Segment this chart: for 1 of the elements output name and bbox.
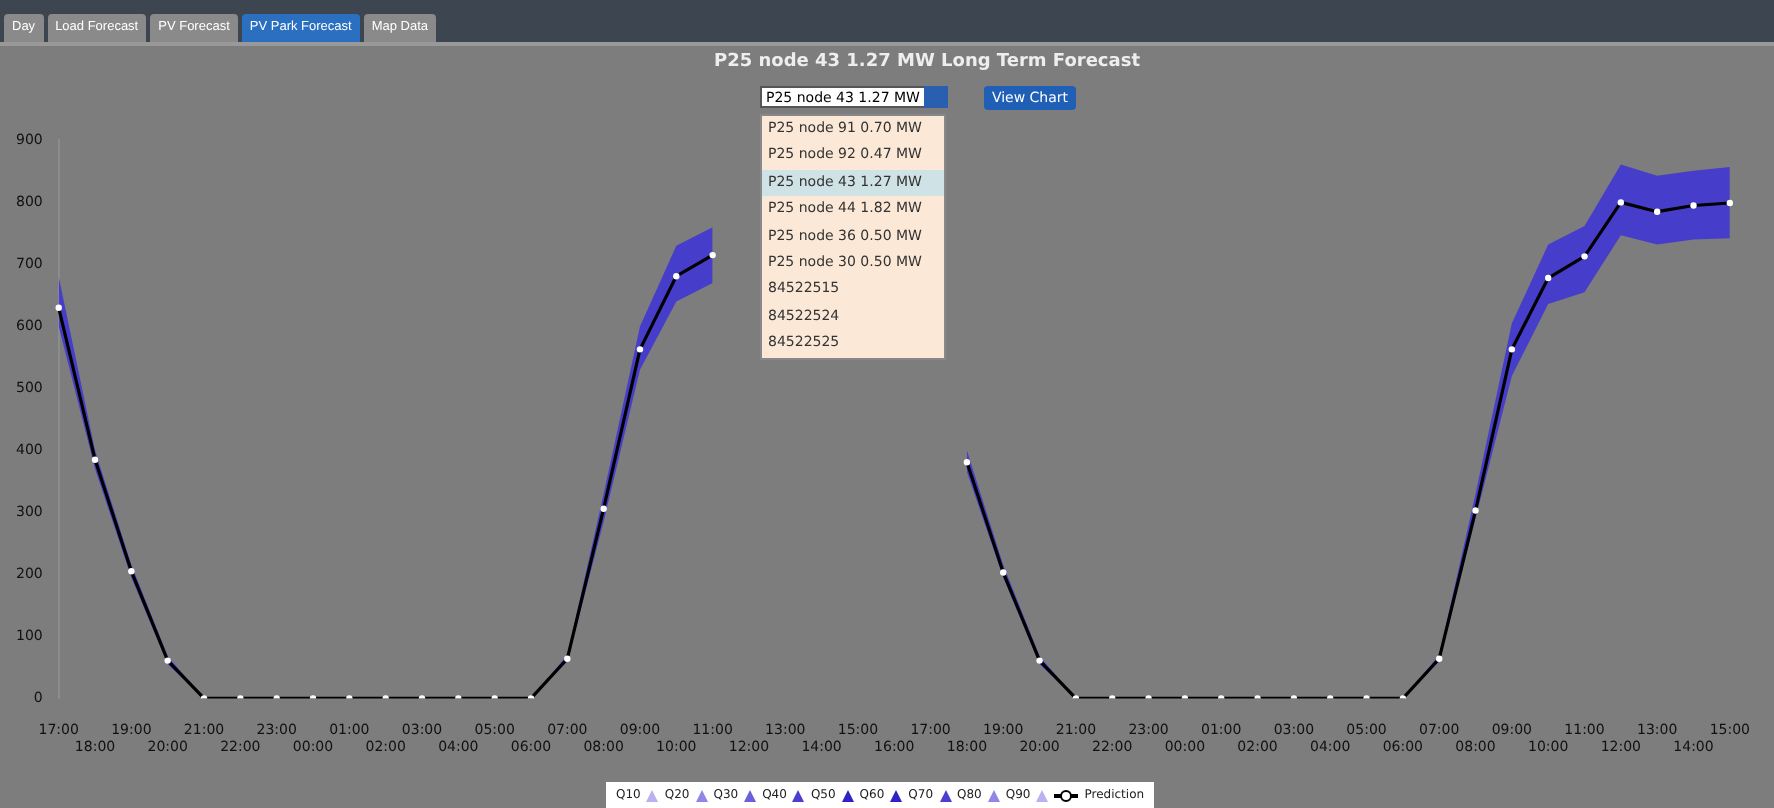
chart-title: P25 node 43 1.27 MW Long Term Forecast (711, 52, 1142, 72)
